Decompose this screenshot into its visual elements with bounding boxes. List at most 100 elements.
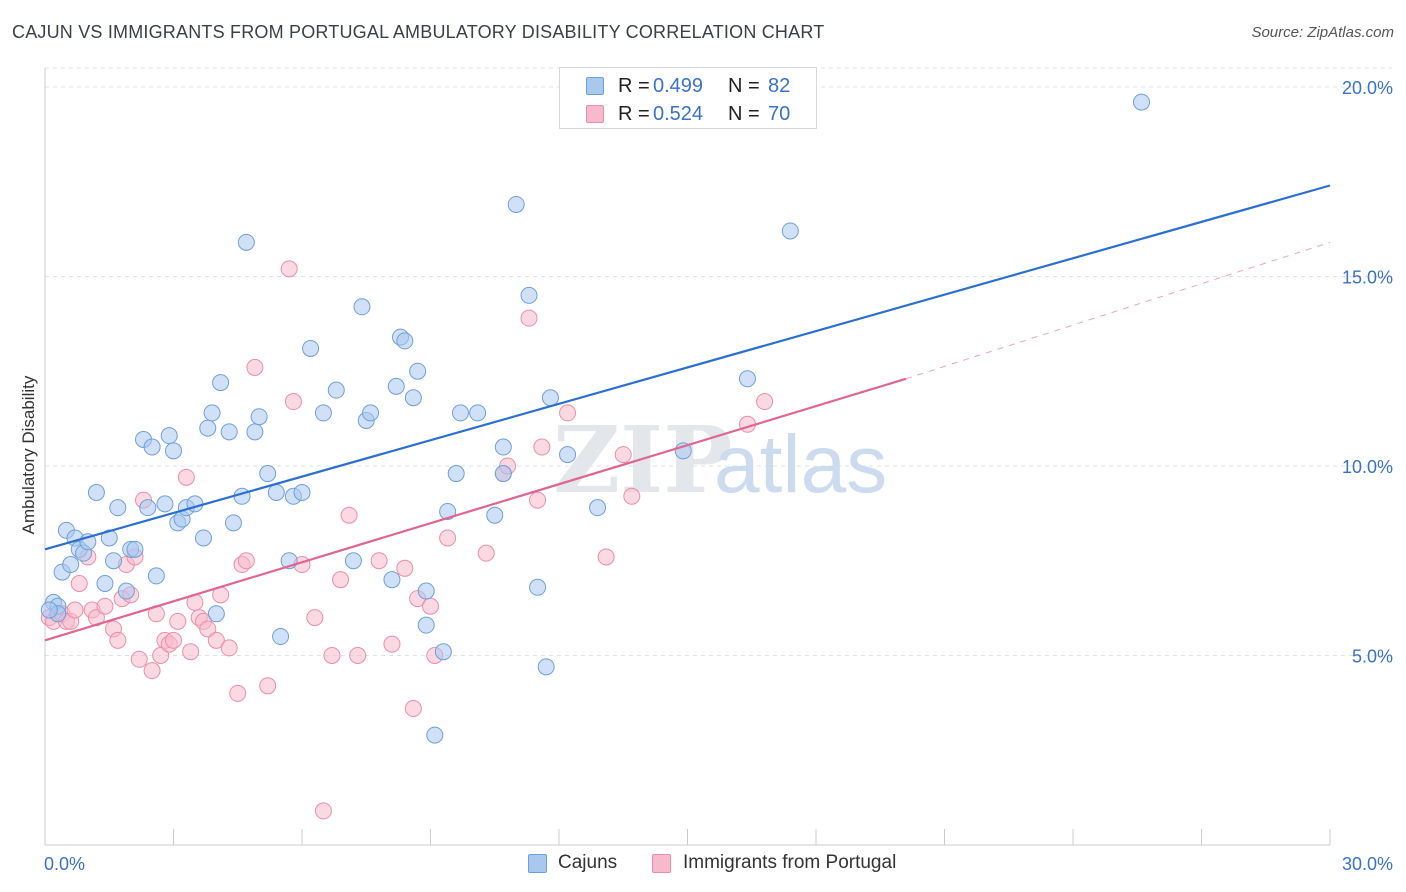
portugal-point — [340, 506, 358, 524]
cajuns-point — [396, 332, 414, 350]
cajuns-point — [203, 404, 221, 422]
portugal-point — [323, 646, 341, 664]
portugal-point — [280, 260, 298, 278]
portugal-n-value: 70 — [768, 103, 791, 125]
portugal-swatch — [586, 105, 604, 123]
cajuns-point — [220, 423, 238, 441]
cajuns-point — [147, 567, 165, 585]
portugal-point — [169, 612, 187, 630]
portugal-point — [306, 609, 324, 627]
watermark-atlas: atlas — [714, 419, 887, 510]
cajuns-point — [353, 298, 371, 316]
portugal-point — [332, 571, 350, 589]
portugal-point — [143, 662, 161, 680]
portugal-point — [422, 597, 439, 615]
series-legend: Cajuns Immigrants from Portugal — [0, 852, 1406, 882]
cajuns-point — [143, 438, 161, 456]
r-label: R = — [618, 75, 650, 97]
correlation-legend: R = 0.499 N = 82 R = 0.524 N = 70 — [559, 67, 817, 129]
portugal-point — [439, 529, 457, 547]
cajuns-point — [96, 574, 114, 592]
cajuns-point — [117, 582, 135, 600]
cajuns-point — [494, 465, 512, 483]
cajuns-point — [451, 404, 469, 422]
cajuns-point — [272, 628, 290, 646]
portugal-point — [529, 491, 547, 509]
portugal-point — [237, 552, 255, 570]
y-tick-label: 10.0% — [1342, 457, 1393, 477]
chart-title: CAJUN VS IMMIGRANTS FROM PORTUGAL AMBULA… — [12, 22, 825, 42]
cajuns-point — [541, 389, 559, 407]
cajuns-point — [327, 381, 345, 399]
cajuns-point — [126, 540, 144, 558]
cajuns-point — [537, 658, 555, 676]
portugal-trend-extension — [905, 241, 1331, 380]
cajuns-swatch — [586, 77, 604, 95]
portugal-point — [520, 309, 538, 327]
portugal-point — [533, 438, 551, 456]
cajuns-point — [259, 465, 277, 483]
portugal-point — [404, 700, 422, 718]
portugal-point — [96, 597, 114, 615]
portugal-legend-label: Immigrants from Portugal — [683, 852, 897, 873]
cajuns-point — [409, 362, 427, 380]
cajuns-point — [344, 552, 362, 570]
n-label: N = — [728, 75, 760, 97]
x-tick-label-max: 30.0% — [1342, 854, 1393, 874]
portugal-point — [477, 544, 495, 562]
portugal-r-value: 0.524 — [653, 103, 704, 125]
cajuns-point — [199, 419, 217, 437]
cajuns-point — [109, 499, 127, 517]
cajuns-point — [417, 582, 435, 600]
y-tick-label: 15.0% — [1342, 267, 1393, 287]
portugal-point — [284, 393, 302, 411]
cajuns-trend-line — [44, 184, 1331, 551]
trend-lines — [44, 184, 1331, 642]
watermark-zip: ZIP — [553, 406, 732, 514]
portugal-point — [614, 446, 632, 464]
cajuns-point — [426, 726, 444, 744]
tick-labels: 5.0% 10.0% 15.0% 20.0% 0.0% 30.0% — [44, 78, 1393, 874]
portugal-point — [229, 684, 247, 702]
portugal-point — [597, 548, 615, 566]
portugal-point — [246, 358, 264, 376]
cajuns-point — [87, 484, 105, 502]
r-label: R = — [618, 103, 650, 125]
portugal-point — [314, 802, 332, 820]
y-tick-label: 20.0% — [1342, 78, 1393, 98]
cajuns-point — [314, 404, 332, 422]
cajuns-point — [559, 446, 577, 464]
cajuns-n-value: 82 — [768, 75, 791, 97]
cajuns-point — [486, 506, 504, 524]
cajuns-point — [417, 616, 435, 634]
cajuns-point — [738, 370, 756, 388]
portugal-point — [130, 650, 148, 668]
cajuns-point — [494, 438, 512, 456]
cajuns-point — [40, 601, 58, 619]
legend-row-portugal: R = 0.524 N = 70 — [560, 100, 816, 128]
cajuns-point — [520, 286, 538, 304]
y-tick-label: 5.0% — [1352, 646, 1393, 666]
portugal-point — [207, 631, 225, 649]
cajuns-point — [362, 404, 380, 422]
cajuns-point — [507, 195, 525, 213]
cajuns-point — [1133, 93, 1151, 111]
cajuns-point — [62, 556, 80, 574]
portugal-point — [396, 559, 414, 577]
portugal-point — [370, 552, 388, 570]
cajuns-legend-label: Cajuns — [558, 852, 618, 873]
portugal-point — [559, 404, 577, 422]
portugal-point — [623, 487, 641, 505]
cajuns-point — [529, 578, 547, 596]
cajuns-point — [207, 605, 225, 623]
portugal-legend-swatch — [652, 854, 671, 873]
portugal-point — [756, 393, 774, 411]
cajuns-point — [293, 484, 311, 502]
cajuns-point — [160, 427, 178, 445]
legend-row-cajuns: R = 0.499 N = 82 — [560, 72, 816, 100]
source-label: Source: ZipAtlas.com — [1251, 24, 1394, 41]
portugal-point — [165, 631, 182, 649]
cajuns-point — [383, 571, 401, 589]
cajuns-point — [194, 529, 212, 547]
cajuns-point — [224, 514, 242, 532]
